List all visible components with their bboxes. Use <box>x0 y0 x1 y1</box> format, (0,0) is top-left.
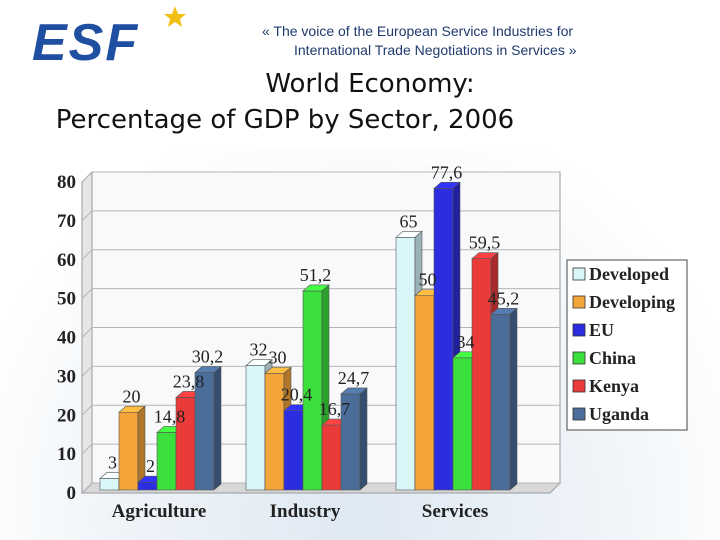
gridline <box>81 171 560 183</box>
legend-swatch <box>572 295 586 309</box>
y-tick-label: 70 <box>57 211 76 232</box>
y-tick-label: 60 <box>57 250 76 271</box>
legend-swatch <box>572 351 586 365</box>
data-label: 14,8 <box>154 406 186 426</box>
legend-swatch <box>572 407 586 421</box>
data-label: 3 <box>108 452 117 472</box>
legend-item: China <box>572 348 636 368</box>
data-label: 77,6 <box>431 162 463 182</box>
y-tick-label: 40 <box>57 328 76 349</box>
data-label: 2 <box>146 456 155 476</box>
esf-logo: ESF <box>32 6 186 70</box>
page-title: World Economy: Percentage of GDP by Sect… <box>0 66 720 138</box>
data-label: 16,7 <box>319 399 351 419</box>
x-category-label: Services <box>422 501 488 522</box>
data-label: 59,5 <box>469 233 501 253</box>
legend-label: Uganda <box>589 404 649 424</box>
legend-swatch <box>572 323 586 337</box>
tagline-line-2: International Trade Negotiations in Serv… <box>294 42 577 58</box>
bar <box>490 307 518 491</box>
legend-item: Developing <box>572 292 675 312</box>
legend-label: China <box>589 348 636 368</box>
y-tick-label: 0 <box>67 483 77 504</box>
legend-label: Developed <box>589 264 669 284</box>
bar <box>340 387 368 491</box>
legend-swatch <box>572 267 586 281</box>
bar <box>118 405 146 491</box>
title-line-1: World Economy: <box>265 69 475 99</box>
y-tick-label: 20 <box>57 405 76 426</box>
legend-item: Kenya <box>572 376 639 396</box>
data-label: 32 <box>250 340 268 360</box>
legend-label: EU <box>589 320 614 340</box>
legend-item: Uganda <box>572 404 649 424</box>
data-label: 20,4 <box>281 385 313 405</box>
data-label: 51,2 <box>300 265 332 285</box>
star-icon <box>164 6 186 27</box>
legend-box <box>566 259 688 431</box>
data-label: 23,8 <box>173 371 205 391</box>
tagline-line-1: « The voice of the European Service Indu… <box>262 23 574 39</box>
esf-logo-text: ESF <box>32 14 139 70</box>
data-label: 34 <box>457 332 475 352</box>
x-category-label: Industry <box>270 501 341 522</box>
data-label: 20 <box>123 386 141 406</box>
y-tick-label: 80 <box>57 172 76 193</box>
data-label: 24,7 <box>338 368 370 388</box>
title-line-2: Percentage of GDP by Sector, 2006 <box>55 105 515 135</box>
data-label: 30 <box>269 347 287 367</box>
data-label: 45,2 <box>488 288 520 308</box>
legend-item: Developed <box>572 264 669 284</box>
legend-item: EU <box>572 320 614 340</box>
data-label: 30,2 <box>192 347 224 367</box>
x-category-label: Agriculture <box>112 501 207 522</box>
y-tick-label: 10 <box>57 444 76 465</box>
bar-chart: 0 10 20 30 40 50 60 70 80 3 20 2 14,8 23,8 30,2 Agricu… <box>57 162 688 522</box>
y-tick-label: 50 <box>57 289 76 310</box>
y-tick-label: 30 <box>57 366 76 387</box>
data-label: 65 <box>400 211 418 231</box>
bar <box>194 365 222 491</box>
legend-label: Kenya <box>589 376 639 396</box>
data-label: 50 <box>419 270 437 290</box>
gridline <box>81 210 560 222</box>
tagline: « The voice of the European Service Indu… <box>262 22 702 60</box>
legend-label: Developing <box>589 292 675 312</box>
legend-swatch <box>572 379 586 393</box>
